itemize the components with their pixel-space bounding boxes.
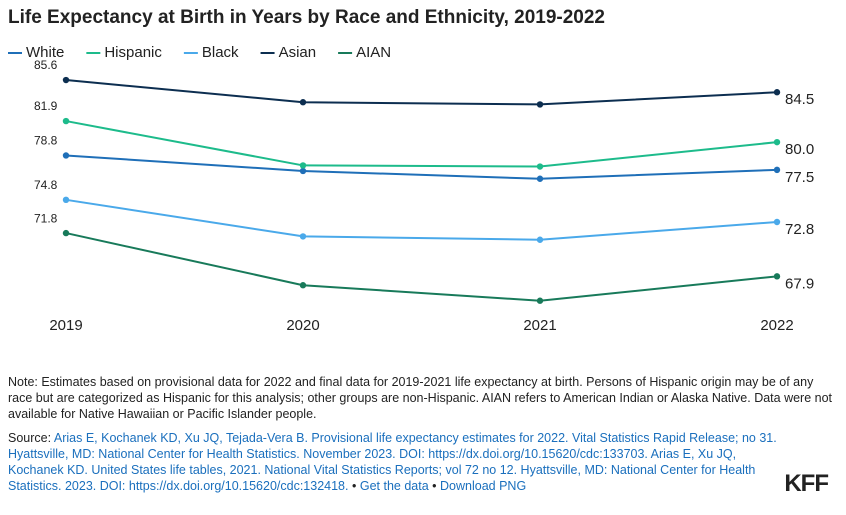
note: Note: Estimates based on provisional dat… [8, 375, 833, 421]
legend-label: Hispanic [104, 44, 162, 61]
series-line [65, 120, 778, 168]
data-point [62, 117, 70, 125]
data-point [62, 76, 70, 84]
data-label: 81.9 [34, 99, 58, 113]
data-point [773, 166, 781, 174]
separator: • [351, 479, 357, 493]
data-point [536, 175, 544, 182]
chart: Life Expectancy at Birth in Years by Rac… [8, 7, 814, 334]
get-data-link[interactable]: Get the data [359, 479, 429, 493]
data-label: 80.0 [785, 141, 814, 158]
data-label: 71.8 [34, 211, 58, 225]
data-point [62, 152, 70, 159]
series-line [65, 79, 778, 106]
logo: KFF [784, 470, 829, 497]
data-point [773, 89, 781, 96]
source: Source: Arias E, Kochanek KD, Xu JQ, Tej… [8, 430, 778, 494]
data-point [536, 297, 544, 304]
legend-label: White [26, 44, 64, 61]
x-tick-label: 2022 [760, 317, 793, 334]
legend-label: Asian [279, 44, 317, 61]
data-point [773, 218, 781, 226]
x-tick-label: 2019 [49, 317, 82, 334]
data-point [773, 273, 781, 280]
data-point [536, 101, 544, 108]
data-label: 84.5 [785, 91, 814, 108]
download-link[interactable]: Download PNG [440, 479, 527, 493]
legend-label: AIAN [356, 44, 391, 61]
data-point [299, 282, 307, 289]
data-label: 78.8 [34, 134, 58, 148]
separator: • [432, 479, 437, 493]
chart-title: Life Expectancy at Birth in Years by Rac… [8, 7, 605, 28]
legend: White Hispanic Black Asian AIAN [8, 44, 391, 61]
x-tick-label: 2021 [523, 317, 556, 334]
data-label: 67.9 [785, 275, 814, 292]
data-point [299, 162, 307, 169]
data-point [299, 233, 307, 240]
source-label: Source: [8, 431, 52, 445]
data-label: 85.6 [34, 58, 58, 72]
x-tick-label: 2020 [286, 317, 319, 334]
series-line [65, 198, 778, 241]
series-line [65, 232, 778, 302]
data-point [299, 167, 307, 175]
data-point [62, 229, 70, 237]
source-text[interactable]: Arias E, Kochanek KD, Xu JQ, Tejada-Vera… [8, 431, 777, 493]
data-point [773, 138, 781, 146]
data-label: 74.8 [34, 178, 58, 192]
data-label: 72.8 [785, 221, 814, 238]
data-point [536, 236, 544, 243]
data-point [299, 99, 307, 106]
data-label: 77.5 [785, 169, 814, 186]
data-point [62, 196, 70, 204]
data-point [536, 163, 544, 170]
series-line [65, 154, 778, 180]
legend-label: Black [202, 44, 239, 61]
